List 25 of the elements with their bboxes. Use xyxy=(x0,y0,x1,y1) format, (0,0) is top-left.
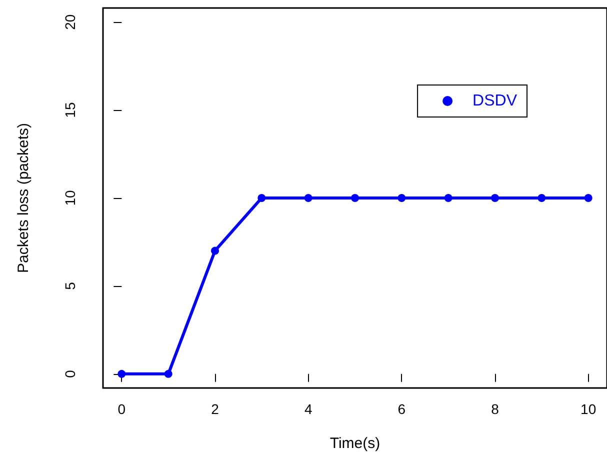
point xyxy=(258,194,266,202)
point xyxy=(538,194,546,202)
y-tick-label: 5 xyxy=(62,282,78,290)
legend-label: DSDV xyxy=(472,92,518,110)
x-tick-label: 10 xyxy=(580,401,596,417)
point xyxy=(351,194,359,202)
y-tick-label: 10 xyxy=(62,190,78,206)
y-tick-label: 20 xyxy=(62,14,78,30)
point xyxy=(211,246,219,255)
x-tick-label: 4 xyxy=(304,401,312,417)
x-axis-title: Time(s) xyxy=(330,435,380,452)
point xyxy=(118,370,126,378)
x-tick-label: 0 xyxy=(118,401,126,417)
point xyxy=(444,194,452,202)
x-tick-label: 6 xyxy=(398,401,406,417)
x-tick-label: 8 xyxy=(491,401,500,417)
point xyxy=(304,194,312,202)
y-axis-title: Packets loss (packets) xyxy=(15,122,32,274)
point xyxy=(164,370,172,378)
point xyxy=(398,194,406,202)
point xyxy=(584,194,592,202)
y-tick-label: 0 xyxy=(62,370,78,378)
point xyxy=(491,194,499,202)
y-tick-label: 15 xyxy=(62,102,78,118)
x-tick-label: 2 xyxy=(211,401,220,417)
